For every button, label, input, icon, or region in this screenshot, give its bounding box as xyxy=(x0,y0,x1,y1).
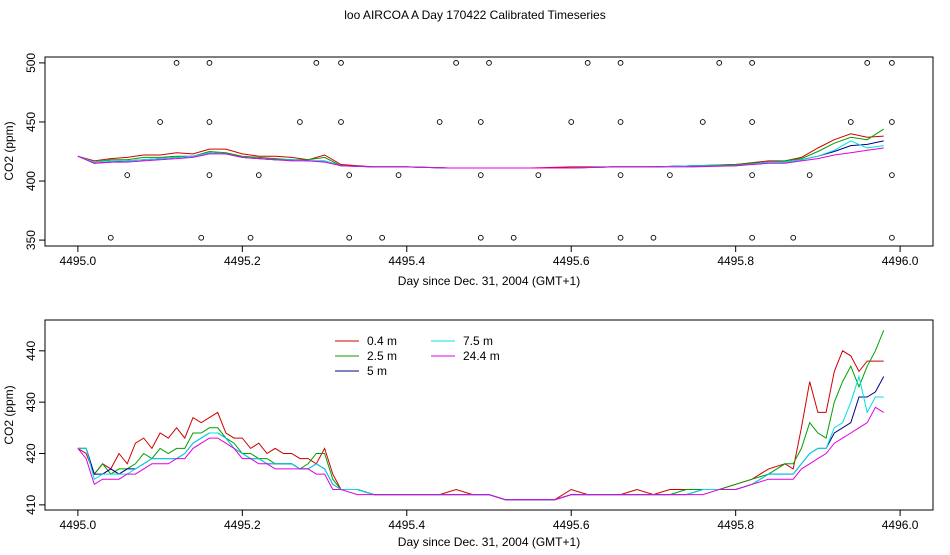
legend-label: 5 m xyxy=(367,364,387,378)
x-tick-label: 4495.8 xyxy=(717,254,754,268)
data-point xyxy=(198,234,205,241)
plot-marks xyxy=(77,60,895,241)
data-point xyxy=(889,60,895,66)
data-point xyxy=(297,119,303,125)
data-point xyxy=(749,119,755,125)
data-point xyxy=(510,234,517,241)
x-tick-label: 4496.0 xyxy=(882,518,919,532)
data-point xyxy=(379,234,385,241)
figure-title: loo AIRCOA A Day 170422 Calibrated Times… xyxy=(344,8,605,22)
x-tick-label: 4495.2 xyxy=(224,254,261,268)
data-point xyxy=(584,60,591,66)
x-tick-label: 4495.0 xyxy=(60,254,97,268)
data-point xyxy=(346,234,353,241)
legend: 0.4 m2.5 m5 m 7.5 m24.4 m xyxy=(335,334,500,378)
data-point xyxy=(206,60,213,66)
data-point xyxy=(889,172,895,178)
plot-frame xyxy=(44,56,934,247)
x-tick-label: 4495.6 xyxy=(553,254,590,268)
data-point xyxy=(889,234,895,241)
y-tick-label: 430 xyxy=(24,392,38,412)
data-point xyxy=(889,119,895,125)
y-tick-label: 420 xyxy=(24,443,38,463)
legend-label: 24.4 m xyxy=(463,349,500,363)
x-tick-label: 4496.0 xyxy=(882,254,919,268)
data-point xyxy=(716,60,723,66)
data-point xyxy=(255,172,262,178)
data-point xyxy=(477,234,484,241)
data-point xyxy=(749,60,755,66)
x-axis-label: Day since Dec. 31, 2004 (GMT+1) xyxy=(398,535,580,549)
y-axis-label: CO2 (ppm) xyxy=(2,121,16,180)
y-tick-label: 440 xyxy=(24,340,38,360)
data-point xyxy=(124,172,131,178)
legend-label: 7.5 m xyxy=(463,334,493,348)
data-point xyxy=(477,172,484,178)
data-point xyxy=(847,119,854,125)
y-tick-label: 400 xyxy=(24,171,38,191)
data-point xyxy=(617,60,624,66)
data-point xyxy=(247,234,254,241)
data-point xyxy=(806,172,813,178)
x-tick-label: 4495.2 xyxy=(224,518,261,532)
data-point xyxy=(617,119,624,125)
y-tick-label: 450 xyxy=(24,112,38,132)
data-point xyxy=(313,60,320,66)
y-axis-label: CO2 (ppm) xyxy=(2,385,16,444)
data-point xyxy=(486,60,492,66)
data-point xyxy=(790,234,797,241)
data-point xyxy=(395,172,402,178)
x-tick-label: 4495.8 xyxy=(717,518,754,532)
data-point xyxy=(107,234,114,241)
y-axis: 410 420 430 440 xyxy=(24,340,45,515)
y-tick-label: 350 xyxy=(24,230,38,250)
series-line-24-4-m xyxy=(77,147,884,169)
legend-label: 2.5 m xyxy=(367,349,397,363)
data-point xyxy=(206,172,213,178)
data-point xyxy=(436,119,443,125)
top-panel: 4495.0 4495.2 4495.4 4495.6 4495.8 4496.0 350… xyxy=(2,53,934,288)
data-point xyxy=(346,172,353,178)
y-tick-label: 500 xyxy=(24,53,38,73)
data-point xyxy=(568,119,575,125)
bottom-panel: 4495.0 4495.2 4495.4 4495.6 4495.8 4496.0 410… xyxy=(2,319,934,549)
x-tick-label: 4495.4 xyxy=(388,254,425,268)
data-point xyxy=(864,60,871,66)
data-point xyxy=(617,172,624,178)
plot-frame xyxy=(44,319,934,511)
x-tick-label: 4495.0 xyxy=(60,518,97,532)
data-point xyxy=(477,119,484,125)
x-tick-label: 4495.4 xyxy=(388,518,425,532)
x-axis: 4495.0 4495.2 4495.4 4495.6 4495.8 4496.0 xyxy=(60,246,919,268)
data-point xyxy=(338,60,344,66)
y-axis: 350 400 450 500 xyxy=(24,53,45,250)
data-point xyxy=(749,234,755,241)
data-point xyxy=(453,60,459,66)
x-axis-label: Day since Dec. 31, 2004 (GMT+1) xyxy=(398,274,580,288)
plot-marks xyxy=(77,330,885,501)
y-tick-label: 410 xyxy=(24,495,38,515)
data-point xyxy=(338,119,344,125)
data-point xyxy=(650,234,657,241)
series-line-24-4-m xyxy=(77,406,884,501)
data-point xyxy=(535,172,542,178)
data-point xyxy=(173,60,180,66)
data-point xyxy=(749,172,755,178)
legend-label: 0.4 m xyxy=(367,334,397,348)
data-point xyxy=(667,172,673,178)
x-tick-label: 4495.6 xyxy=(553,518,590,532)
series-line-2-5-m xyxy=(77,128,884,169)
data-point xyxy=(206,119,213,125)
data-point xyxy=(699,119,706,125)
data-point xyxy=(157,119,163,125)
data-point xyxy=(617,234,624,241)
x-axis: 4495.0 4495.2 4495.4 4495.6 4495.8 4496.0 xyxy=(60,510,919,532)
